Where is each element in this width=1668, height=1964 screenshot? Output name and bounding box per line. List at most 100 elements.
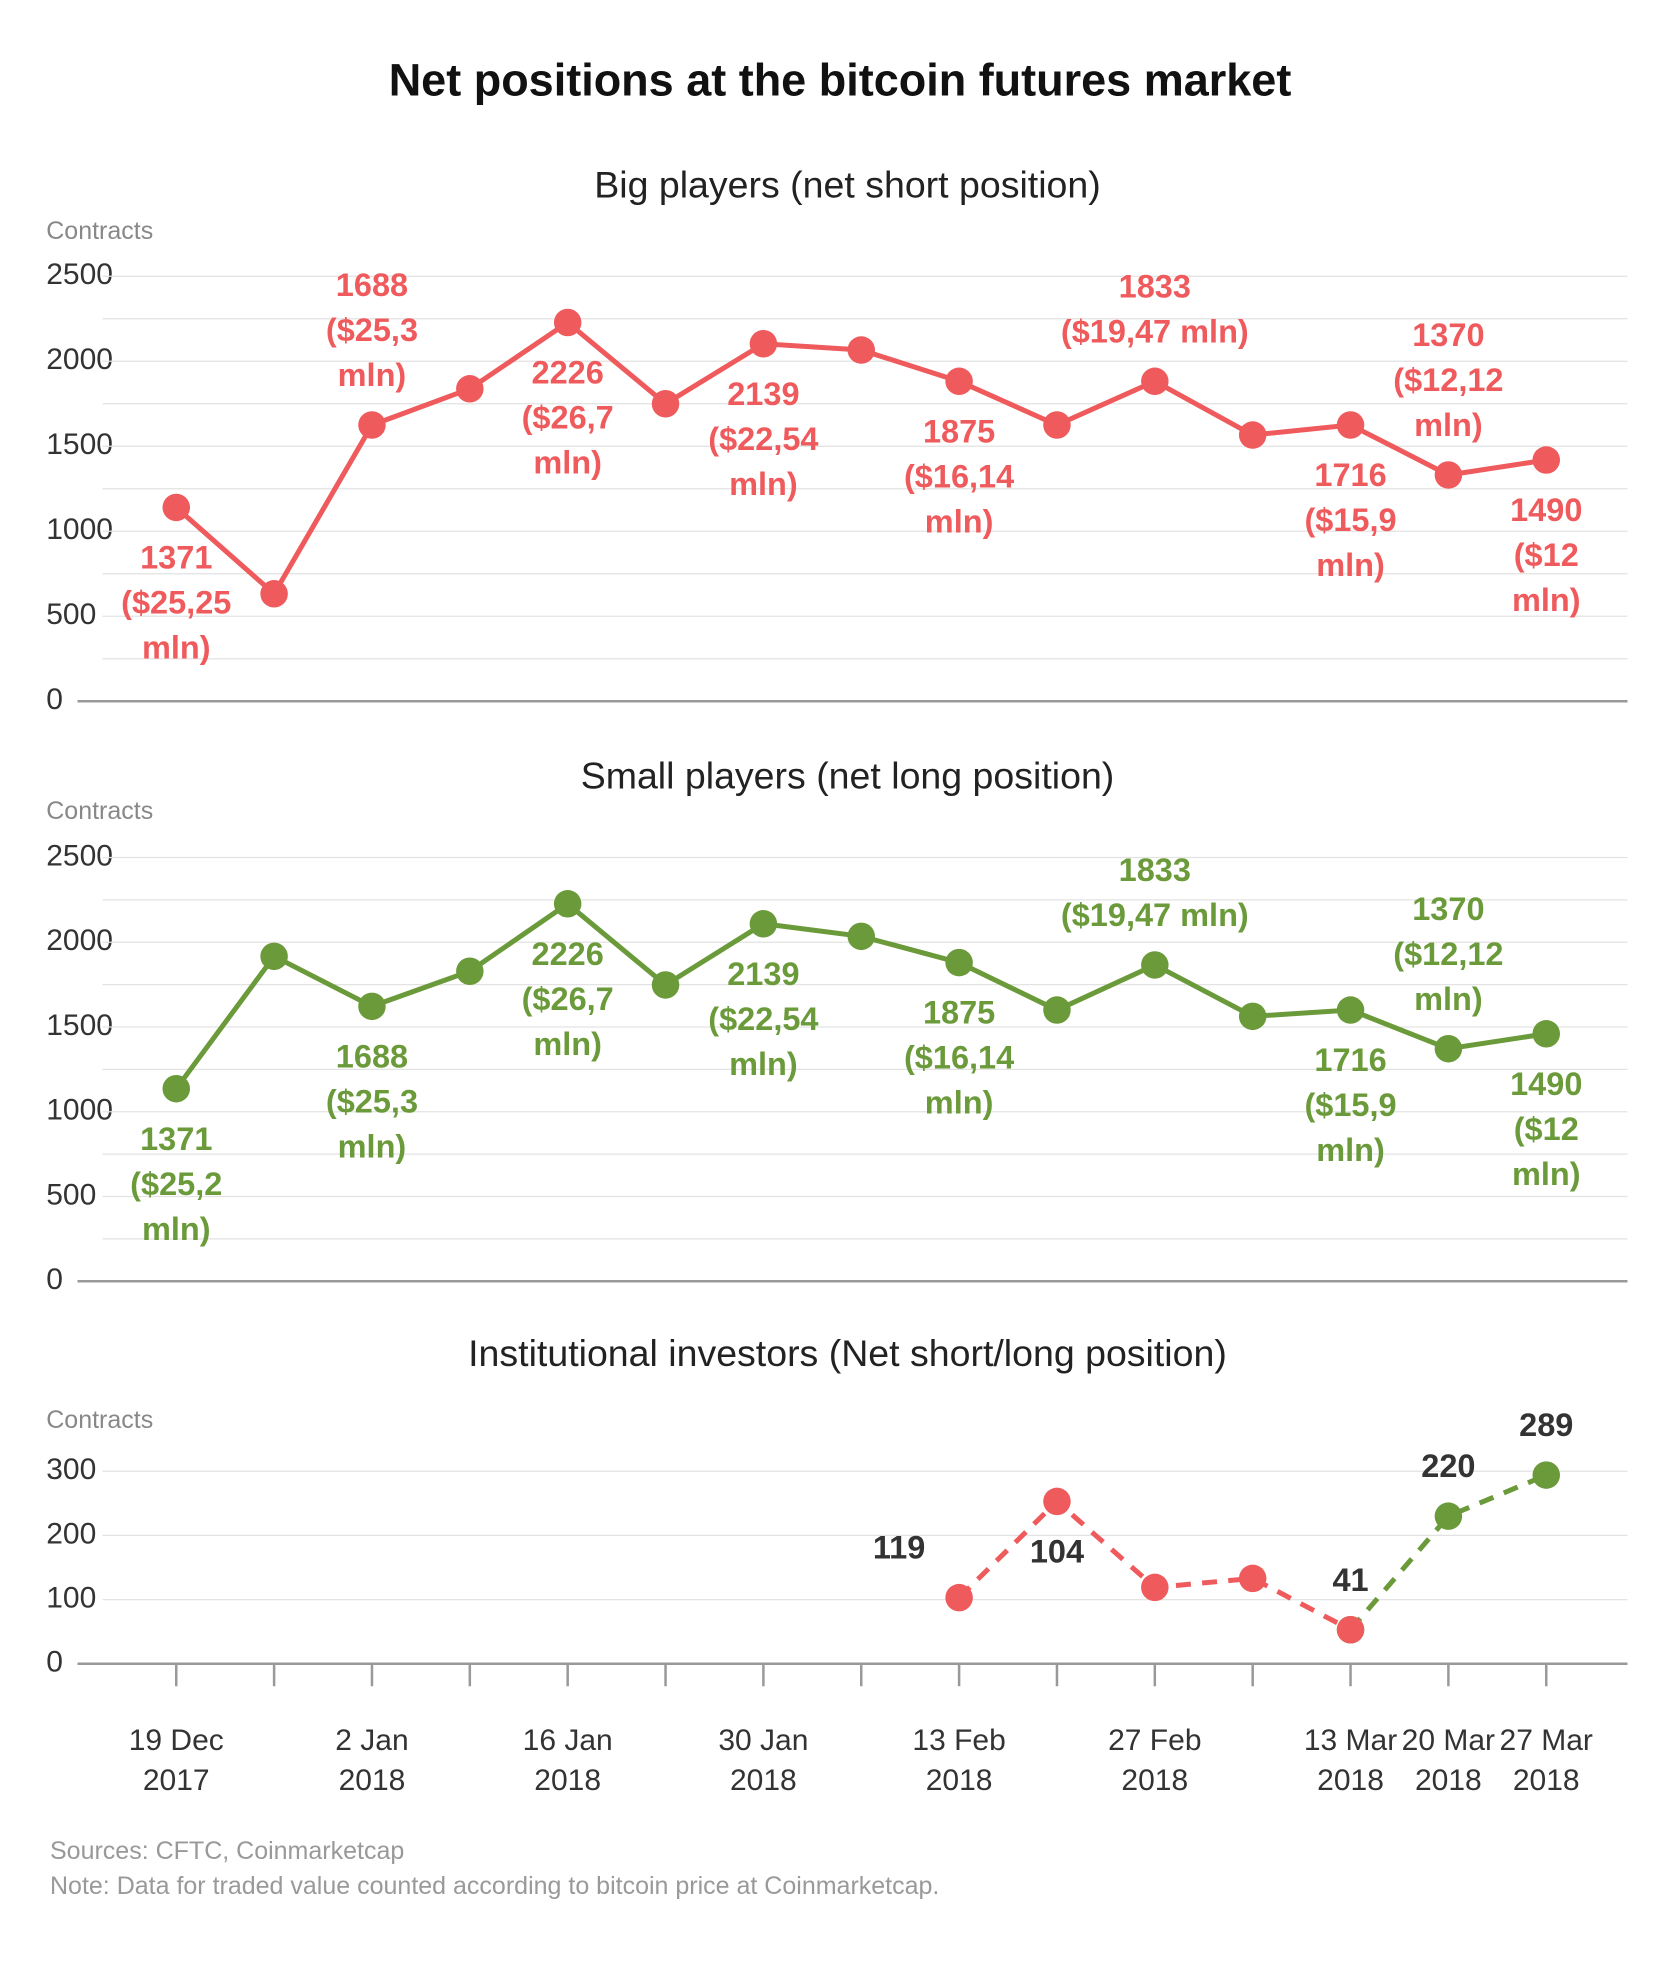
data-point xyxy=(1434,1502,1463,1530)
x-tick-label: 27 Mar 2018 xyxy=(1499,1723,1593,1798)
x-tick-label-box: 19 Dec 2017 xyxy=(128,1723,224,1798)
y-tick-label: 500 xyxy=(46,1178,96,1211)
point-label: ($19,47 mln) xyxy=(1061,897,1249,933)
point-label: ($16,14 xyxy=(904,1040,1014,1076)
x-tick-label: 30 Jan 2018 xyxy=(718,1723,809,1798)
data-point xyxy=(749,329,778,358)
point-label: ($12,12 xyxy=(1393,936,1503,972)
data-point xyxy=(945,948,973,977)
point-label: ($12,12 xyxy=(1393,362,1503,398)
data-point xyxy=(162,493,190,522)
y-axis-label: Contracts xyxy=(46,1406,153,1434)
point-label: 119 xyxy=(873,1530,925,1566)
data-point xyxy=(1141,367,1169,396)
data-point xyxy=(847,922,875,951)
y-tick-label: 1000 xyxy=(46,1094,113,1127)
point-label: 1875 xyxy=(923,413,995,449)
y-axis-label: Contracts xyxy=(46,217,153,245)
x-tick-label: 27 Feb 2018 xyxy=(1108,1723,1202,1798)
point-label: 1716 xyxy=(1314,457,1386,493)
point-label: 1833 xyxy=(1119,268,1191,304)
point-label: ($22,54 xyxy=(708,421,818,457)
note: Note: Data for traded value counted acco… xyxy=(50,1872,939,1900)
data-point xyxy=(1434,1034,1463,1063)
y-tick-label: 1500 xyxy=(46,1009,113,1042)
data-point xyxy=(945,1583,973,1612)
data-point xyxy=(651,390,680,418)
point-label: mln) xyxy=(338,1128,407,1164)
point-label: mln) xyxy=(533,445,602,481)
subtitle: Small players (net long position) xyxy=(581,755,1115,797)
point-label: mln) xyxy=(1414,981,1483,1017)
x-tick-label: 20 Mar 2018 xyxy=(1401,1723,1496,1798)
point-label: ($25,3 xyxy=(326,1083,418,1119)
point-label: 104 xyxy=(1030,1533,1084,1569)
point-label: 1875 xyxy=(923,995,995,1031)
data-point xyxy=(553,890,582,918)
y-tick-label: 1000 xyxy=(46,513,113,546)
y-tick-label: 200 xyxy=(46,1517,96,1550)
x-tick-label-box: 20 Mar 2018 xyxy=(1401,1723,1496,1798)
y-tick-label: 2500 xyxy=(46,258,113,291)
data-point xyxy=(1238,1002,1267,1031)
series-line xyxy=(1348,1472,1548,1632)
x-tick-label-box: 27 Mar 2018 xyxy=(1499,1723,1593,1798)
y-tick-label: 1500 xyxy=(46,428,113,461)
y-tick-label: 2000 xyxy=(46,343,113,376)
data-point xyxy=(1532,1020,1560,1048)
data-point xyxy=(456,375,484,403)
x-tick-label: 19 Dec 2017 xyxy=(128,1723,224,1798)
point-label: 1370 xyxy=(1412,891,1484,927)
point-label: ($25,3 xyxy=(326,312,418,348)
data-point xyxy=(1141,951,1169,979)
point-label: mln) xyxy=(1316,547,1385,583)
point-label: 2226 xyxy=(532,936,604,972)
point-label: ($25,25 xyxy=(121,585,231,621)
point-label: mln) xyxy=(1512,582,1581,618)
x-tick-label-box: 27 Feb 2018 xyxy=(1108,1723,1202,1798)
x-tick-label: 13 Mar 2018 xyxy=(1303,1723,1398,1798)
point-label: mln) xyxy=(729,1046,798,1082)
point-label: mln) xyxy=(338,357,407,393)
y-tick-label: 2000 xyxy=(46,924,113,957)
point-label: mln) xyxy=(1316,1132,1385,1168)
x-tick-label: 13 Feb 2018 xyxy=(912,1723,1006,1798)
x-tick-label-box: 13 Feb 2018 xyxy=(912,1723,1006,1798)
point-label: 1833 xyxy=(1119,852,1191,888)
point-label: ($12 xyxy=(1514,1111,1579,1147)
point-label: ($26,7 xyxy=(522,981,614,1017)
point-label: 1490 xyxy=(1510,1066,1582,1102)
point-label: ($22,54 xyxy=(708,1001,818,1037)
data-point xyxy=(847,336,875,364)
data-point xyxy=(749,910,778,938)
data-point xyxy=(162,1074,190,1103)
point-label: 41 xyxy=(1332,1562,1368,1598)
point-label: ($12 xyxy=(1514,537,1579,573)
data-point xyxy=(945,367,973,396)
data-point xyxy=(1043,1487,1071,1516)
x-tick-label-box: 2 Jan 2018 xyxy=(335,1724,408,1798)
subtitle: Institutional investors (Net short/long … xyxy=(468,1332,1227,1374)
point-label: ($26,7 xyxy=(522,400,614,436)
point-label: 2139 xyxy=(727,376,799,412)
subtitle: Big players (net short position) xyxy=(594,163,1101,205)
point-label: ($15,9 xyxy=(1304,502,1396,538)
point-label: mln) xyxy=(142,1211,211,1247)
y-tick-label: 300 xyxy=(46,1453,96,1486)
data-point xyxy=(1043,411,1071,439)
y-axis-label: Contracts xyxy=(46,797,153,825)
point-label: mln) xyxy=(925,503,994,539)
point-label: 2226 xyxy=(532,355,604,391)
data-point xyxy=(553,308,582,337)
point-label: 1371 xyxy=(140,540,212,576)
point-label: 1371 xyxy=(140,1121,212,1157)
point-label: 1370 xyxy=(1412,317,1484,353)
y-tick-label: 2500 xyxy=(46,839,113,872)
series-line xyxy=(957,1498,1352,1632)
data-point xyxy=(1532,1461,1560,1489)
data-point xyxy=(1238,421,1267,449)
x-tick-label-box: 16 Jan 2018 xyxy=(523,1724,613,1798)
y-tick-label: 0 xyxy=(46,1263,63,1296)
